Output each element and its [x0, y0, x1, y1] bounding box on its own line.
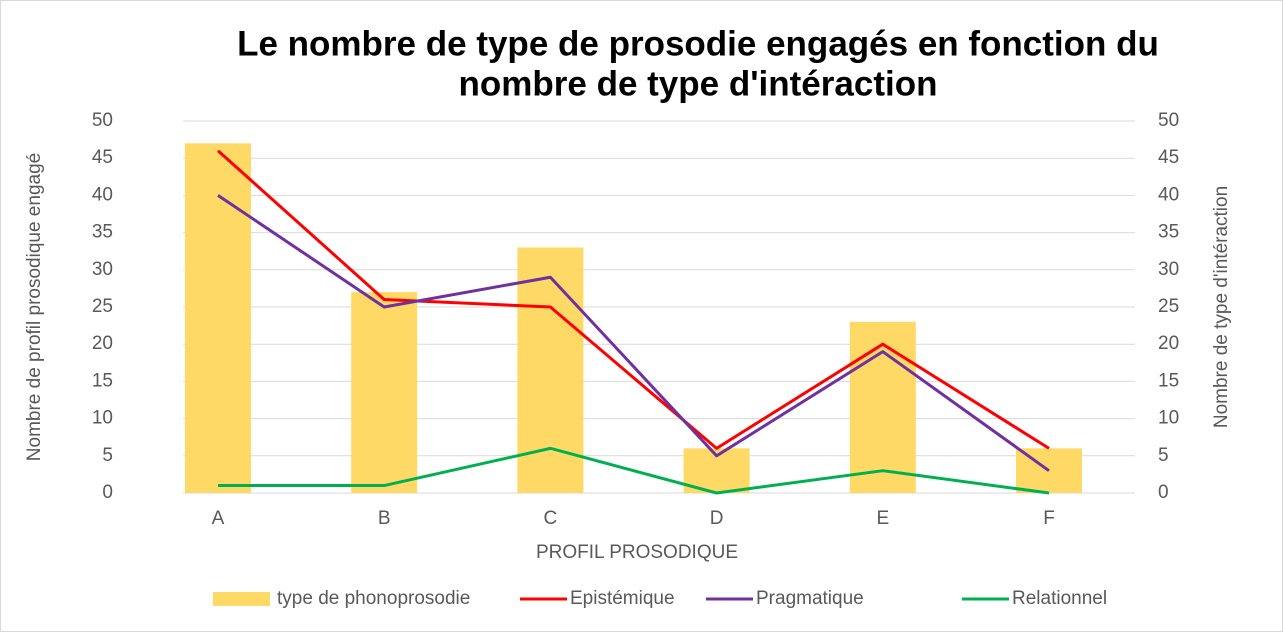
y-tick-label: 40	[92, 184, 113, 205]
y2-tick-label: 30	[1158, 259, 1179, 280]
y-tick-label: 5	[102, 445, 113, 466]
x-tick-label: A	[212, 508, 225, 529]
x-tick-label: C	[544, 508, 558, 529]
legend-label: Relationnel	[1012, 588, 1107, 609]
y2-tick-label: 45	[1158, 147, 1179, 168]
x-tick-label: D	[710, 508, 724, 529]
bar	[849, 321, 916, 493]
line	[216, 149, 1050, 450]
bar	[185, 143, 251, 493]
y-tick-label: 15	[92, 370, 113, 391]
legend-swatch	[213, 592, 270, 606]
y-tick-label: 0	[102, 482, 113, 503]
y-tick-label: 50	[92, 110, 113, 131]
y-tick-label: 25	[92, 296, 113, 317]
legend-label: Pragmatique	[756, 588, 864, 609]
y2-axis-label: Nombre de type d'intéraction	[1211, 186, 1232, 428]
legend-label: type de phonoprosodie	[277, 588, 470, 609]
x-tick-label: E	[876, 508, 889, 529]
y2-tick-label: 10	[1158, 408, 1179, 429]
y-tick-label: 35	[92, 222, 113, 243]
y-tick-label: 20	[92, 333, 113, 354]
y2-tick-label: 40	[1158, 184, 1179, 205]
y2-tick-label: 25	[1158, 296, 1179, 317]
y2-tick-label: 35	[1158, 222, 1179, 243]
x-axis-label: PROFIL PROSODIQUE	[536, 542, 738, 563]
bar	[351, 292, 418, 493]
x-tick-label: F	[1043, 508, 1055, 529]
y-tick-label: 45	[92, 147, 113, 168]
y-tick-label: 10	[92, 408, 113, 429]
y-tick-label: 30	[92, 259, 113, 280]
legend-label: Epistémique	[570, 588, 675, 609]
chart-title: Le nombre de type de prosodie engagés en…	[237, 24, 1159, 63]
x-tick-label: B	[378, 508, 391, 529]
line	[218, 446, 1050, 495]
y2-tick-label: 20	[1158, 333, 1179, 354]
bar	[517, 247, 584, 493]
chart-title: nombre de type d'intéraction	[459, 64, 938, 103]
y2-tick-label: 5	[1158, 445, 1169, 466]
y2-tick-label: 15	[1158, 370, 1179, 391]
line	[217, 194, 1050, 472]
y2-tick-label: 0	[1158, 482, 1169, 503]
y-axis-label: Nombre de profil prosodique engagé	[24, 153, 45, 461]
y2-tick-label: 50	[1158, 110, 1179, 131]
